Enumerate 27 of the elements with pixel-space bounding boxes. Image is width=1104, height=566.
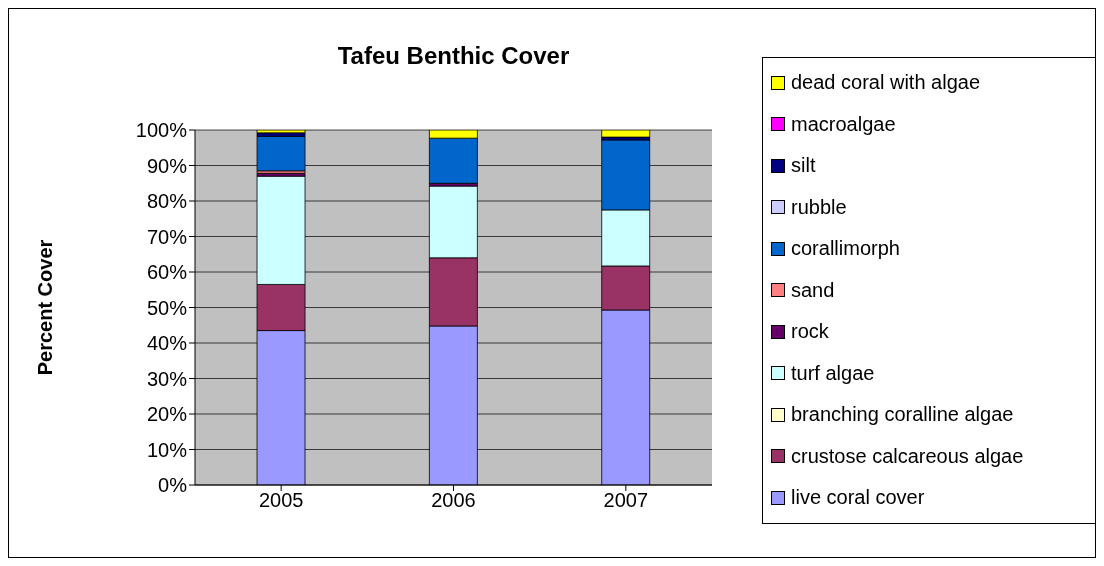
- y-tick-label: 100%: [135, 119, 188, 142]
- y-tick-label: 60%: [146, 261, 188, 284]
- x-tick-label: 2006: [431, 489, 476, 512]
- legend-label: macroalgae: [791, 112, 896, 136]
- y-tick-label: 20%: [146, 403, 188, 426]
- y-tick-label: 0%: [158, 474, 188, 497]
- legend-label: corallimorph: [791, 237, 900, 261]
- y-tick-label: 50%: [146, 296, 188, 319]
- legend-label: branching coralline algae: [791, 403, 1014, 427]
- y-tick-label: 90%: [146, 154, 188, 177]
- y-axis-title: Percent Cover: [34, 239, 57, 376]
- legend-label: turf algae: [791, 361, 875, 385]
- legend-label: crustose calcareous algae: [791, 444, 1024, 468]
- y-tick-label: 10%: [146, 438, 188, 461]
- x-tick-label: 2007: [603, 489, 649, 512]
- legend-label: sand: [791, 278, 835, 302]
- y-tick-label: 80%: [146, 190, 188, 213]
- legend-label: rubble: [791, 195, 847, 219]
- legend-label: live coral cover: [791, 486, 925, 510]
- chart-title: Tafeu Benthic Cover: [336, 42, 571, 70]
- y-tick-label: 40%: [146, 332, 188, 355]
- legend-label: rock: [791, 320, 829, 344]
- y-tick-label: 70%: [146, 225, 188, 248]
- legend-label: dead coral with algae: [791, 71, 981, 95]
- x-tick-label: 2005: [258, 489, 304, 512]
- y-tick-label: 30%: [146, 367, 188, 390]
- legend-label: silt: [791, 154, 816, 178]
